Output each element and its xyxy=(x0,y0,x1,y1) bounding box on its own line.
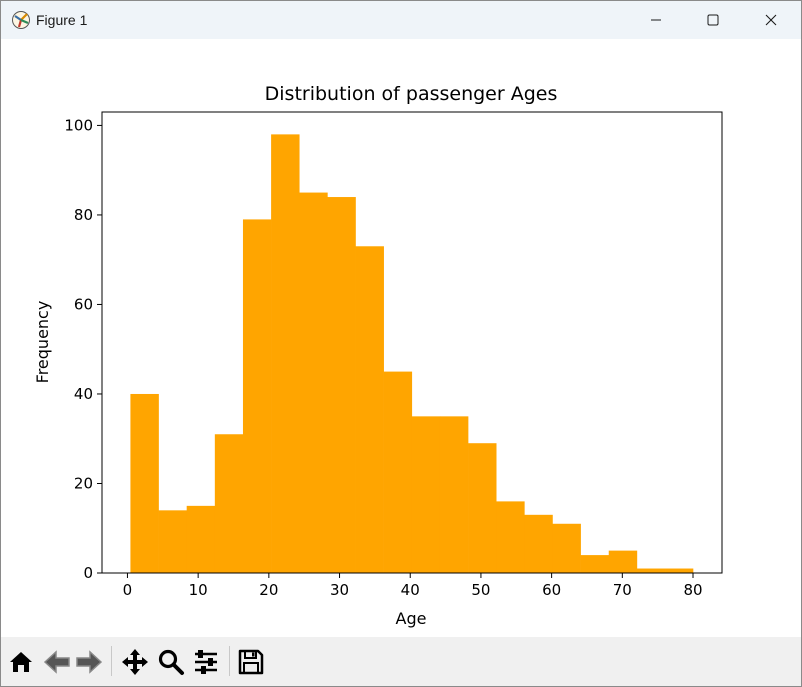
histogram-bar xyxy=(214,434,244,573)
forward-button[interactable] xyxy=(73,647,105,677)
y-tick-label: 40 xyxy=(74,385,93,403)
histogram-bar xyxy=(665,568,694,573)
home-icon xyxy=(10,652,32,672)
toolbar-separator xyxy=(229,646,230,676)
toolbar-separator xyxy=(111,646,112,676)
y-tick-label: 60 xyxy=(74,295,93,313)
histogram-bar xyxy=(524,514,553,573)
configure-subplots-button[interactable] xyxy=(190,647,222,677)
y-tick-label: 20 xyxy=(74,474,93,492)
histogram-bar xyxy=(580,555,610,573)
close-button[interactable] xyxy=(748,1,794,39)
y-tick-label: 100 xyxy=(64,116,93,134)
x-tick-label: 10 xyxy=(189,581,208,599)
histogram-bar xyxy=(636,568,666,573)
x-tick-label: 30 xyxy=(330,581,349,599)
histogram-bar xyxy=(468,443,497,573)
minimize-button[interactable] xyxy=(633,1,679,39)
histogram-bar xyxy=(271,134,300,573)
x-tick-label: 60 xyxy=(542,581,561,599)
window-title: Figure 1 xyxy=(36,12,88,28)
x-tick-label: 20 xyxy=(259,581,278,599)
histogram-bar xyxy=(552,523,581,573)
plot-frame xyxy=(101,111,723,574)
y-tick-label: 80 xyxy=(74,206,93,224)
save-button[interactable] xyxy=(235,647,267,677)
zoom-icon xyxy=(158,649,184,675)
x-tick-label: 80 xyxy=(683,581,702,599)
histogram-bar xyxy=(158,510,187,573)
sliders-icon xyxy=(195,650,217,674)
back-arrow-icon xyxy=(43,650,70,674)
x-tick-label: 0 xyxy=(123,581,133,599)
pan-button[interactable] xyxy=(119,647,151,677)
title-bar: Figure 1 xyxy=(1,1,801,39)
x-axis-label: Age xyxy=(396,609,427,628)
histogram-bar xyxy=(299,192,328,573)
histogram-bar xyxy=(186,505,216,573)
save-icon xyxy=(238,649,264,675)
forward-arrow-icon xyxy=(76,650,103,674)
histogram-bar xyxy=(383,371,413,573)
move-icon xyxy=(122,649,148,675)
x-tick-label: 70 xyxy=(613,581,632,599)
histogram-bar xyxy=(130,393,159,573)
chart-title: Distribution of passenger Ages xyxy=(265,83,558,105)
maximize-icon xyxy=(707,14,719,26)
histogram-bar xyxy=(242,219,272,573)
y-axis-label: Frequency xyxy=(33,301,52,384)
histogram-chart: Distribution of passenger Ages 0 10 20 30 40… xyxy=(33,83,723,628)
y-tick-label: 0 xyxy=(83,564,93,582)
navigation-toolbar xyxy=(1,637,801,686)
x-tick-label: 50 xyxy=(471,581,490,599)
zoom-button[interactable] xyxy=(155,647,187,677)
x-tick-label: 40 xyxy=(401,581,420,599)
histogram-bar xyxy=(439,416,469,573)
histogram-bar xyxy=(327,197,356,574)
histogram-bar xyxy=(411,416,441,573)
minimize-icon xyxy=(651,19,661,21)
home-button[interactable] xyxy=(5,647,37,677)
figure-app-icon xyxy=(11,10,31,30)
histogram-bar xyxy=(608,550,638,573)
maximize-button[interactable] xyxy=(690,1,736,39)
histogram-bar xyxy=(496,501,525,573)
figure-canvas[interactable]: Distribution of passenger Ages 0 10 20 30 40… xyxy=(1,39,801,637)
back-button[interactable] xyxy=(41,647,73,677)
close-icon xyxy=(765,14,777,26)
histogram-bar xyxy=(355,246,384,573)
